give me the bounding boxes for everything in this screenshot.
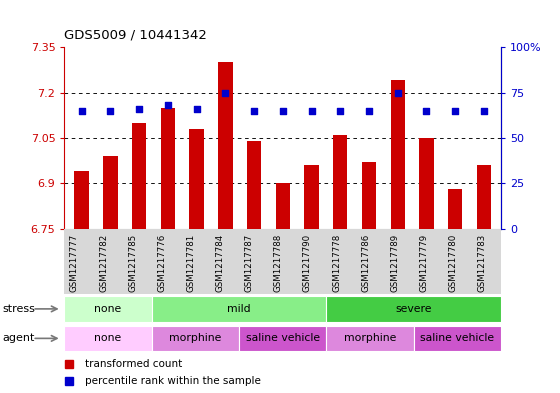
Text: GSM1217777: GSM1217777 xyxy=(70,234,79,292)
Text: agent: agent xyxy=(3,333,35,343)
Text: GSM1217789: GSM1217789 xyxy=(390,234,399,292)
Bar xyxy=(64,326,152,351)
Text: mild: mild xyxy=(227,304,251,314)
Text: none: none xyxy=(95,304,122,314)
Text: GSM1217786: GSM1217786 xyxy=(361,234,370,292)
Point xyxy=(250,108,259,114)
Text: GSM1217781: GSM1217781 xyxy=(186,234,195,292)
Bar xyxy=(152,296,326,321)
Text: GSM1217787: GSM1217787 xyxy=(245,234,254,292)
Text: GSM1217788: GSM1217788 xyxy=(274,234,283,292)
Bar xyxy=(414,326,501,351)
Point xyxy=(393,90,402,96)
Bar xyxy=(326,326,414,351)
Bar xyxy=(74,171,89,229)
Bar xyxy=(132,123,146,229)
Text: none: none xyxy=(95,333,122,343)
Bar xyxy=(161,108,175,229)
Text: GSM1217785: GSM1217785 xyxy=(128,234,137,292)
Bar xyxy=(218,62,232,229)
Text: GSM1217783: GSM1217783 xyxy=(478,234,487,292)
Text: stress: stress xyxy=(3,304,36,314)
Text: GDS5009 / 10441342: GDS5009 / 10441342 xyxy=(64,28,207,41)
Text: saline vehicle: saline vehicle xyxy=(246,333,320,343)
Text: transformed count: transformed count xyxy=(85,359,183,369)
Text: morphine: morphine xyxy=(344,333,396,343)
Point xyxy=(278,108,287,114)
Bar xyxy=(152,326,239,351)
Bar xyxy=(419,138,433,229)
Text: GSM1217790: GSM1217790 xyxy=(303,234,312,292)
Bar xyxy=(477,165,491,229)
Point xyxy=(221,90,230,96)
Point xyxy=(307,108,316,114)
Point xyxy=(164,102,172,108)
Text: morphine: morphine xyxy=(169,333,222,343)
Point xyxy=(479,108,488,114)
Text: GSM1217780: GSM1217780 xyxy=(449,234,458,292)
Text: GSM1217779: GSM1217779 xyxy=(419,234,428,292)
Point xyxy=(106,108,115,114)
Bar xyxy=(239,326,326,351)
Text: GSM1217782: GSM1217782 xyxy=(99,234,108,292)
Point xyxy=(77,108,86,114)
Point xyxy=(336,108,345,114)
Bar xyxy=(333,135,347,229)
Text: saline vehicle: saline vehicle xyxy=(421,333,494,343)
Bar xyxy=(64,296,152,321)
Text: GSM1217784: GSM1217784 xyxy=(216,234,225,292)
Bar xyxy=(247,141,262,229)
Text: percentile rank within the sample: percentile rank within the sample xyxy=(85,376,262,386)
Bar xyxy=(326,296,501,321)
Text: GSM1217778: GSM1217778 xyxy=(332,234,341,292)
Bar xyxy=(448,189,463,229)
Bar xyxy=(390,81,405,229)
Text: GSM1217776: GSM1217776 xyxy=(157,234,166,292)
Bar xyxy=(304,165,319,229)
Bar xyxy=(362,162,376,229)
Bar xyxy=(276,183,290,229)
Bar xyxy=(189,129,204,229)
Point xyxy=(365,108,374,114)
Point xyxy=(134,106,143,112)
Point xyxy=(451,108,460,114)
Point xyxy=(422,108,431,114)
Text: severe: severe xyxy=(395,304,432,314)
Bar xyxy=(103,156,118,229)
Point xyxy=(192,106,201,112)
